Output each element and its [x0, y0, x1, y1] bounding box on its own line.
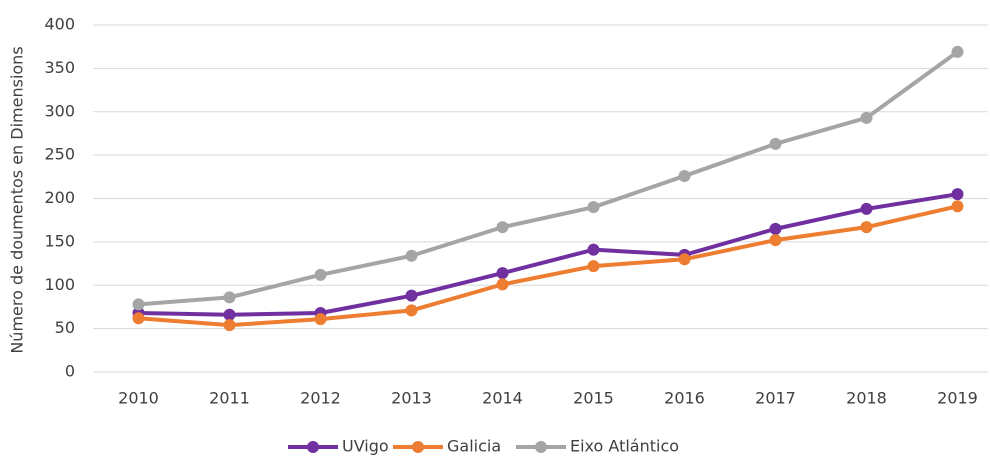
series-line: [138, 192, 958, 317]
point: [496, 267, 509, 280]
point: [223, 319, 236, 332]
x-tick-label: 2014: [482, 389, 523, 408]
series-line: [138, 50, 959, 307]
point: [769, 234, 782, 247]
point: [951, 188, 964, 201]
point: [405, 304, 418, 317]
point: [223, 308, 236, 321]
y-axis-label: Número de doumentos en Dimensions: [8, 46, 27, 353]
series-line: [138, 204, 958, 328]
y-tick-label: 50: [55, 318, 75, 337]
y-tick-label: 350: [44, 58, 75, 77]
point: [951, 45, 964, 58]
point: [587, 201, 600, 214]
legend-label: UVigo: [342, 437, 389, 456]
point: [314, 313, 327, 326]
point: [405, 249, 418, 262]
point: [496, 221, 509, 234]
x-tick-label: 2018: [846, 389, 887, 408]
x-tick-label: 2015: [573, 389, 614, 408]
point: [587, 260, 600, 273]
x-tick-label: 2011: [209, 389, 250, 408]
y-tick-label: 0: [65, 362, 75, 381]
legend-marker: [307, 441, 319, 453]
y-tick-label: 150: [44, 231, 75, 250]
point: [951, 200, 964, 213]
point: [314, 268, 327, 281]
y-tick-label: 200: [44, 188, 75, 207]
point: [132, 312, 145, 325]
point: [769, 137, 782, 150]
point: [587, 243, 600, 256]
point: [405, 289, 418, 302]
legend-marker: [412, 441, 424, 453]
point: [496, 278, 509, 291]
point: [678, 169, 691, 182]
x-tick-label: 2017: [755, 389, 796, 408]
y-tick-label: 100: [44, 275, 75, 294]
x-tick-label: 2019: [937, 389, 978, 408]
x-tick-label: 2012: [300, 389, 341, 408]
x-tick-label: 2010: [118, 389, 159, 408]
legend-label: Galicia: [447, 437, 501, 456]
point: [223, 291, 236, 304]
point: [132, 298, 145, 311]
y-tick-label: 300: [44, 101, 75, 120]
point: [769, 222, 782, 235]
legend-marker: [535, 441, 547, 453]
x-tick-label: 2016: [664, 389, 705, 408]
point: [860, 111, 873, 124]
point: [860, 221, 873, 234]
y-tick-label: 250: [44, 145, 75, 164]
legend-label: Eixo Atlántico: [570, 437, 679, 456]
point: [678, 253, 691, 266]
x-tick-label: 2013: [391, 389, 432, 408]
y-tick-label: 400: [44, 15, 75, 34]
point: [860, 202, 873, 215]
